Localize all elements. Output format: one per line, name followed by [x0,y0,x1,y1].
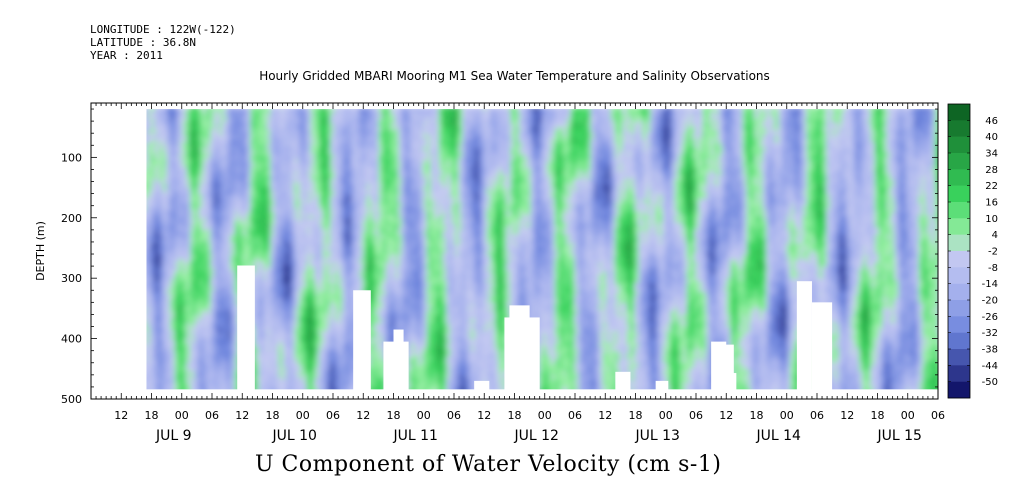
colorbar-label: 4 [992,230,998,241]
y-tick-label: 200 [61,212,82,225]
year-label: YEAR : 2011 [90,49,163,62]
colorbar-label: 10 [985,214,998,225]
longitude-label: LONGITUDE : 122W(-122) [90,23,236,36]
colorbar-swatch [948,267,970,284]
x-hour-tick-label: 06 [568,409,582,422]
x-hour-tick-label: 06 [447,409,461,422]
colorbar-swatch [948,251,970,268]
x-hour-tick-label: 12 [840,409,854,422]
colorbar-swatch [948,218,970,235]
colorbar-label: 22 [985,181,998,192]
variable-label: U Component of Water Velocity (cm s-1) [255,452,722,477]
colorbar-label: -32 [982,328,998,339]
x-hour-tick-label: 06 [810,409,824,422]
colorbar-label: -44 [982,361,998,372]
x-day-tick-label: JUL 14 [756,428,802,444]
colorbar-label: 34 [985,149,998,160]
colorbar-swatch [948,136,970,154]
colorbar-swatch [948,185,970,203]
y-tick-label: 500 [61,393,82,406]
colorbar-swatch [948,300,970,317]
colorbar-swatch [948,120,970,137]
x-hour-tick-label: 18 [266,409,280,422]
x-day-tick-label: JUL 10 [272,428,317,444]
colorbar-swatch [948,316,970,333]
colorbar-swatch [948,365,970,382]
y-tick-label: 400 [61,333,82,346]
x-hour-tick-label: 06 [931,409,945,422]
colorbar-swatch [948,332,970,350]
x-hour-tick-label: 12 [356,409,370,422]
colorbar-swatch [948,381,970,399]
x-hour-tick-label: 18 [629,409,643,422]
colorbar-label: 46 [985,116,998,127]
colorbar-label: -38 [982,345,998,356]
x-hour-tick-label: 00 [175,409,189,422]
x-hour-tick-label: 00 [417,409,431,422]
x-day-tick-label: JUL 13 [635,428,680,444]
y-axis-label: DEPTH (m) [34,221,47,281]
x-day-tick-label: JUL 11 [393,428,438,444]
colorbar-swatch [948,234,970,252]
colorbar-label: -20 [982,296,998,307]
x-hour-tick-label: 12 [598,409,612,422]
y-tick-label: 300 [61,272,82,285]
x-hour-tick-label: 18 [871,409,885,422]
x-day-tick-label: JUL 12 [514,428,559,444]
colorbar-label: 16 [985,198,998,209]
colorbar-swatch [948,153,970,170]
colorbar-label: 40 [985,132,998,143]
colorbar-label: -14 [982,279,998,290]
x-hour-tick-label: 06 [689,409,703,422]
latitude-label: LATITUDE : 36.8N [90,36,196,49]
x-hour-tick-label: 06 [326,409,340,422]
colorbar-label: -26 [982,312,998,323]
x-hour-tick-label: 18 [508,409,522,422]
x-hour-tick-label: 12 [477,409,491,422]
colorbar-label: -2 [988,247,998,258]
x-hour-tick-label: 18 [145,409,159,422]
colorbar-label: 28 [985,165,998,176]
x-hour-tick-label: 00 [659,409,673,422]
colorbar-label: -50 [982,377,998,388]
colorbar-swatch [948,104,970,121]
colorbar-swatch [948,202,970,219]
x-day-tick-label: JUL 9 [155,428,192,444]
colorbar-label: -8 [988,263,998,274]
x-hour-tick-label: 18 [750,409,764,422]
colorbar-swatch [948,283,970,301]
x-hour-tick-label: 00 [538,409,552,422]
velocity-field [91,103,938,399]
y-tick-label: 100 [61,151,82,164]
x-hour-tick-label: 06 [205,409,219,422]
x-hour-tick-label: 12 [235,409,249,422]
x-hour-tick-label: 18 [387,409,401,422]
colorbar-swatch [948,169,970,186]
x-day-tick-label: JUL 15 [877,428,922,444]
x-hour-tick-label: 00 [780,409,794,422]
x-hour-tick-label: 12 [719,409,733,422]
x-hour-tick-label: 12 [114,409,128,422]
x-hour-tick-label: 00 [296,409,310,422]
colorbar: 46 40 34 28 22 16 10 4 -2 -8 -14 -20 -26 -32 -38 -44 -50 [947,103,998,399]
x-hour-tick-label: 00 [901,409,915,422]
chart-title: Hourly Gridded MBARI Mooring M1 Sea Wate… [259,69,770,83]
colorbar-swatch [948,349,970,366]
